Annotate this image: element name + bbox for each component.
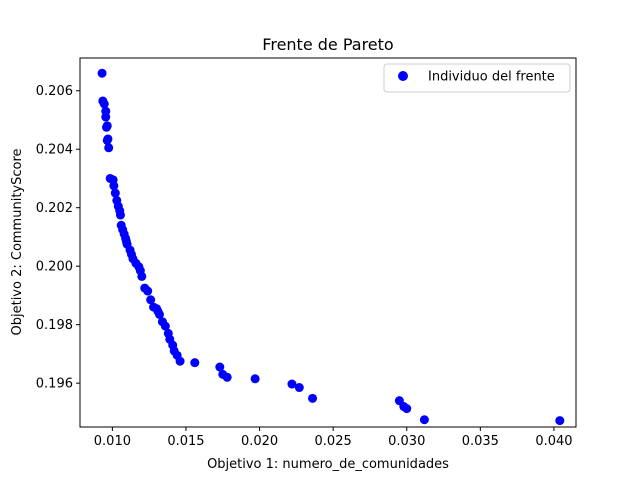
scatter-point: [101, 122, 111, 132]
y-tick-label: 0.196: [36, 377, 73, 392]
scatter-point: [109, 181, 119, 191]
chart-title: Frente de Pareto: [262, 35, 393, 54]
scatter-point: [402, 404, 412, 414]
scatter-point: [287, 379, 297, 389]
y-tick-label: 0.206: [36, 84, 73, 99]
y-tick-label: 0.204: [36, 143, 73, 158]
x-axis-label: Objetivo 1: numero_de_comunidades: [207, 457, 449, 472]
y-tick-label: 0.198: [36, 318, 73, 333]
legend-box: [383, 63, 571, 93]
x-tick-label: 0.020: [241, 434, 278, 449]
x-tick-label: 0.040: [535, 434, 572, 449]
y-tick-label: 0.200: [36, 260, 73, 275]
x-tick-label: 0.010: [94, 434, 131, 449]
x-tick-label: 0.030: [388, 434, 425, 449]
scatter-point: [222, 372, 232, 382]
y-axis-ticks: 0.196 0.198 0.200 0.202 0.204 0.206: [36, 84, 80, 392]
legend-label: Individuo del frente: [428, 70, 555, 85]
scatter-point: [308, 393, 318, 403]
scatter-point: [419, 415, 429, 425]
y-axis-label: Objetivo 2: CommunityScore: [10, 148, 25, 335]
y-tick-label: 0.202: [36, 201, 73, 216]
scatter-point: [99, 99, 109, 109]
x-tick-label: 0.015: [167, 434, 204, 449]
scatter-point: [115, 210, 125, 220]
scatter-point: [110, 188, 120, 198]
x-tick-label: 0.025: [315, 434, 352, 449]
plot-frame: [79, 57, 577, 428]
scatter-point: [104, 143, 114, 153]
x-tick-label: 0.035: [462, 434, 499, 449]
x-axis-ticks: 0.010 0.015 0.020 0.025 0.030 0.035 0.040: [94, 427, 573, 449]
scatter-point: [190, 358, 200, 368]
scatter-point: [101, 112, 111, 122]
legend-marker: [398, 71, 408, 81]
scatter-point: [154, 309, 164, 319]
scatter-point: [294, 383, 304, 393]
scatter-point: [137, 271, 147, 281]
scatter-point: [160, 321, 170, 331]
points-layer: [97, 68, 565, 426]
scatter-point: [143, 286, 153, 296]
scatter-point: [250, 374, 260, 384]
scatter-point: [146, 295, 156, 305]
legend: Individuo del frente: [383, 63, 571, 93]
scatter-point: [175, 356, 185, 366]
scatter-point: [215, 362, 225, 372]
scatter-point: [102, 135, 112, 145]
scatter-point: [97, 68, 107, 78]
scatter-point: [555, 416, 565, 426]
